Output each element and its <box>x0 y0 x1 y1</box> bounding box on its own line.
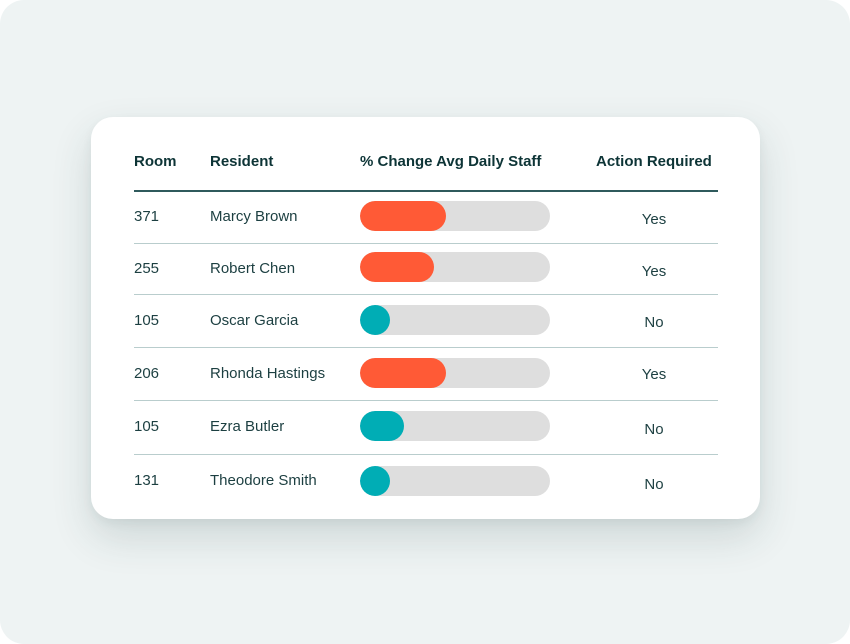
residents-table: Room Resident % Change Avg Daily Staff A… <box>134 117 718 507</box>
table-row[interactable]: 255 Robert Chen Yes <box>134 244 718 295</box>
change-bar-fill <box>360 466 390 496</box>
change-bar <box>360 358 550 388</box>
room-cell: 105 <box>134 418 160 435</box>
action-cell: No <box>644 421 664 438</box>
action-cell: Yes <box>641 211 667 228</box>
change-bar-fill <box>360 252 434 282</box>
change-bar <box>360 466 550 496</box>
table-row[interactable]: 105 Oscar Garcia No <box>134 295 718 348</box>
room-cell: 131 <box>134 472 160 489</box>
staffing-card: Room Resident % Change Avg Daily Staff A… <box>91 117 760 519</box>
change-bar <box>360 201 550 231</box>
column-header-resident[interactable]: Resident <box>210 153 274 170</box>
resident-cell: Rhonda Hastings <box>210 365 326 382</box>
table-row[interactable]: 131 Theodore Smith No <box>134 455 718 507</box>
room-cell: 371 <box>134 208 160 225</box>
resident-cell: Ezra Butler <box>210 418 285 435</box>
action-cell: No <box>644 476 664 493</box>
resident-cell: Theodore Smith <box>210 472 317 489</box>
column-header-action[interactable]: Action Required <box>596 153 712 170</box>
table-row[interactable]: 206 Rhonda Hastings Yes <box>134 348 718 401</box>
resident-cell: Robert Chen <box>210 260 296 277</box>
room-cell: 206 <box>134 365 160 382</box>
action-cell: No <box>644 314 664 331</box>
table-header: Room Resident % Change Avg Daily Staff A… <box>134 117 718 192</box>
column-header-change[interactable]: % Change Avg Daily Staff <box>360 153 542 170</box>
column-header-room[interactable]: Room <box>134 153 177 170</box>
resident-cell: Oscar Garcia <box>210 312 299 329</box>
change-bar-fill <box>360 201 446 231</box>
change-bar-fill <box>360 411 404 441</box>
change-bar-fill <box>360 358 446 388</box>
table-row[interactable]: 371 Marcy Brown Yes <box>134 192 718 244</box>
change-bar-fill <box>360 305 390 335</box>
action-cell: Yes <box>641 366 667 383</box>
change-bar <box>360 411 550 441</box>
resident-cell: Marcy Brown <box>210 208 298 225</box>
room-cell: 255 <box>134 260 160 277</box>
change-bar <box>360 305 550 335</box>
room-cell: 105 <box>134 312 160 329</box>
change-bar <box>360 252 550 282</box>
action-cell: Yes <box>641 263 667 280</box>
table-row[interactable]: 105 Ezra Butler No <box>134 401 718 455</box>
